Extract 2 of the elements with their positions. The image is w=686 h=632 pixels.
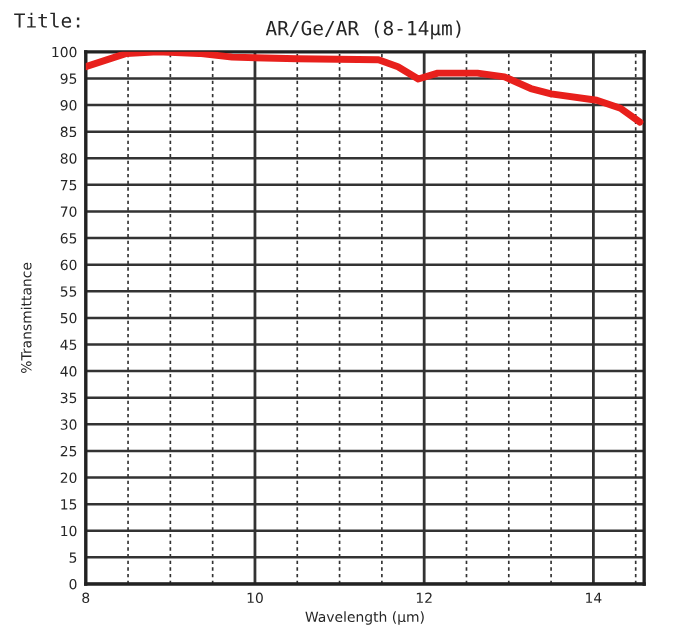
chart-title: AR/Ge/AR (8-14μm) [265,20,461,40]
text: Title: [14,12,80,28]
